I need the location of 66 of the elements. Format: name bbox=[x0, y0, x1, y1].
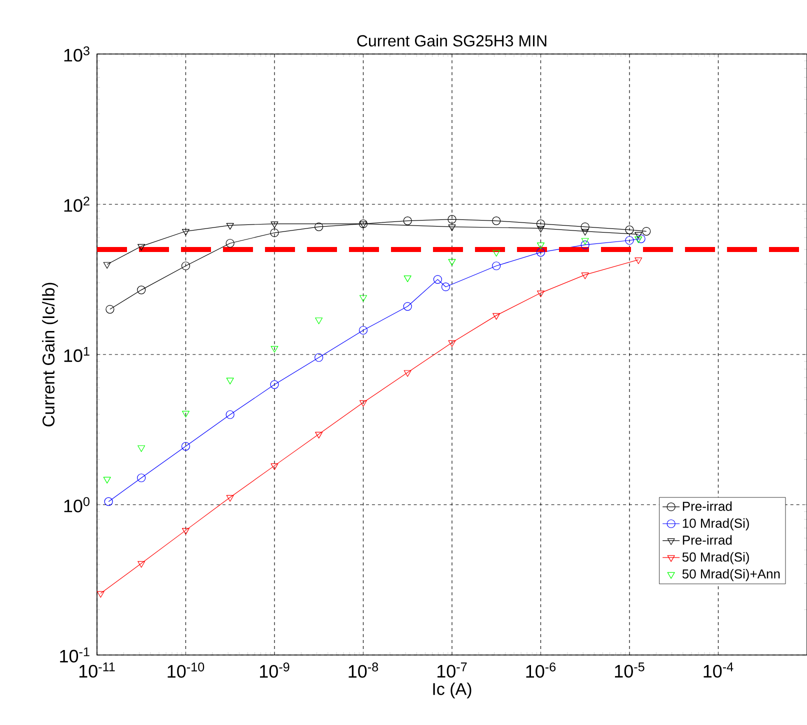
point bbox=[581, 272, 589, 280]
point bbox=[138, 244, 146, 251]
point bbox=[137, 286, 146, 294]
y-tick-label: 10$^{2}$ bbox=[64, 196, 90, 212]
x-tick-label: 10$^{-5}$ bbox=[615, 662, 644, 678]
point bbox=[580, 222, 590, 232]
point bbox=[181, 262, 190, 270]
legend-label: 50 Mrad(Si) bbox=[682, 552, 749, 564]
point bbox=[314, 353, 324, 362]
point bbox=[581, 238, 589, 245]
point bbox=[492, 313, 500, 320]
point bbox=[270, 463, 278, 470]
point bbox=[492, 250, 500, 257]
point bbox=[315, 432, 323, 438]
legend-label: 10 Mrad(Si) bbox=[682, 518, 749, 530]
point bbox=[448, 215, 456, 224]
point bbox=[359, 400, 368, 407]
x-axis-title: Ic (A) bbox=[433, 682, 472, 698]
point bbox=[359, 295, 368, 302]
point bbox=[536, 220, 546, 228]
point bbox=[270, 228, 279, 238]
point bbox=[358, 326, 368, 335]
point bbox=[314, 222, 324, 232]
point bbox=[492, 216, 501, 226]
point bbox=[181, 442, 190, 451]
point bbox=[138, 561, 146, 568]
point bbox=[270, 380, 279, 389]
x-tick-label: 10$^{-8}$ bbox=[348, 662, 378, 678]
y-tick-label: 10$^{0}$ bbox=[64, 497, 90, 512]
point bbox=[315, 318, 323, 324]
x-tick-label: 10$^{-10}$ bbox=[168, 662, 204, 678]
y-tick-label: 10$^{1}$ bbox=[64, 346, 90, 362]
x-tick-label: 10$^{-7}$ bbox=[438, 662, 467, 678]
point bbox=[403, 216, 412, 226]
point bbox=[404, 275, 412, 282]
y-tick-label: 10$^{-1}$ bbox=[60, 647, 90, 663]
point bbox=[182, 410, 190, 418]
y-tick-label: 10$^{3}$ bbox=[64, 46, 90, 62]
point bbox=[226, 410, 234, 419]
y-axis-title: Current Gain (Ic/Ib) bbox=[42, 282, 58, 426]
x-tick-label: 10$^{-11}$ bbox=[79, 662, 115, 678]
point bbox=[182, 228, 190, 236]
point bbox=[270, 222, 278, 228]
point bbox=[182, 528, 190, 535]
point bbox=[536, 242, 545, 250]
point bbox=[137, 474, 146, 482]
legend-label: 50 Mrad(Si)+Ann bbox=[682, 568, 780, 582]
point bbox=[226, 223, 234, 230]
point bbox=[226, 238, 234, 248]
point bbox=[448, 340, 456, 347]
point bbox=[270, 346, 278, 353]
x-tick-label: 10$^{-4}$ bbox=[704, 662, 734, 678]
point bbox=[448, 259, 456, 266]
point bbox=[226, 378, 234, 384]
point bbox=[138, 445, 146, 452]
legend-label: Pre-irrad bbox=[682, 501, 732, 511]
point bbox=[359, 222, 368, 228]
point bbox=[404, 370, 412, 377]
x-tick-label: 10$^{-9}$ bbox=[260, 662, 290, 678]
chart-title: Current Gain SG25H3 MIN bbox=[357, 34, 546, 46]
x-tick-label: 10$^{-6}$ bbox=[526, 662, 556, 678]
point bbox=[403, 302, 412, 311]
point bbox=[226, 495, 234, 502]
legend-label: Pre-irrad bbox=[682, 535, 732, 545]
point bbox=[625, 226, 634, 234]
point bbox=[536, 290, 545, 298]
